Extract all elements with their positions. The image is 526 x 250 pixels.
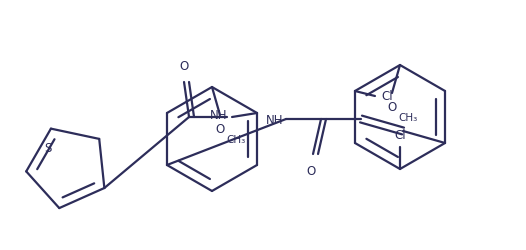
Text: NH: NH <box>209 109 227 122</box>
Text: Cl: Cl <box>394 128 406 141</box>
Text: CH₃: CH₃ <box>398 112 417 122</box>
Text: O: O <box>387 100 397 114</box>
Text: O: O <box>307 164 316 177</box>
Text: O: O <box>179 60 189 73</box>
Text: NH: NH <box>266 113 283 126</box>
Text: O: O <box>215 122 225 136</box>
Text: CH₃: CH₃ <box>226 134 245 144</box>
Text: Cl: Cl <box>381 90 392 103</box>
Text: S: S <box>44 141 52 154</box>
